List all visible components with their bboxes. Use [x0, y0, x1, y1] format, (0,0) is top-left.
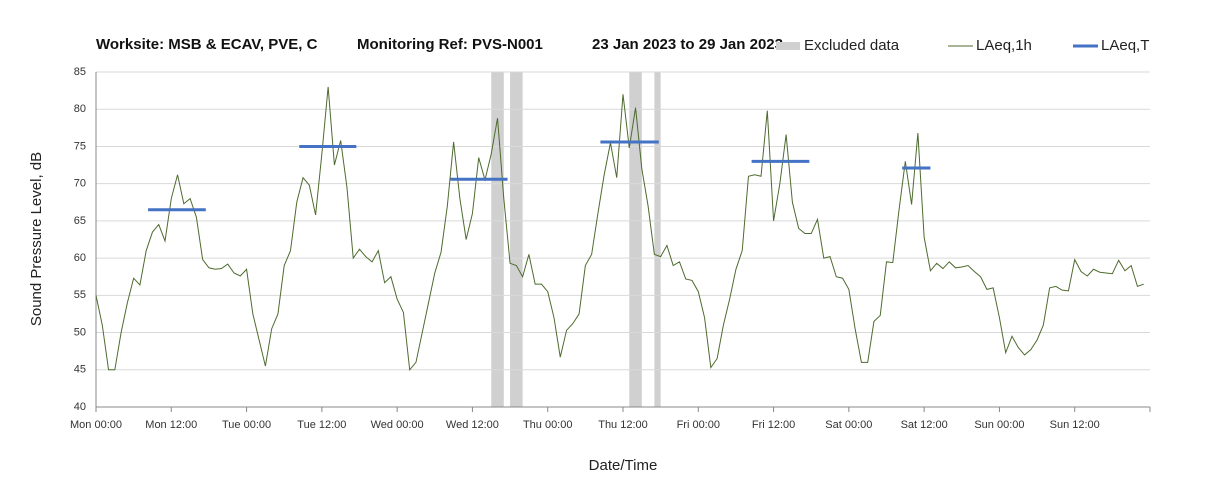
y-tick-label: 75: [74, 140, 86, 152]
x-tick-label: Tue 00:00: [222, 419, 271, 431]
x-tick-label: Thu 12:00: [598, 419, 648, 431]
y-tick-label: 85: [74, 66, 86, 78]
x-tick-label: Wed 00:00: [371, 419, 424, 431]
y-tick-label: 55: [74, 289, 86, 301]
x-tick-label: Sat 12:00: [901, 419, 948, 431]
x-tick-label: Sat 00:00: [825, 419, 872, 431]
excluded-band: [654, 72, 661, 407]
chart-title: Worksite: MSB & ECAV, PVE, C: [96, 36, 318, 53]
x-tick-label: Sun 00:00: [974, 419, 1024, 431]
legend-label: LAeq,T: [1101, 37, 1149, 54]
line-series: [95, 86, 1144, 371]
x-tick-label: Sun 12:00: [1050, 419, 1100, 431]
excluded-band: [510, 72, 523, 407]
x-tick-label: Wed 12:00: [446, 419, 499, 431]
x-tick-label: Tue 12:00: [297, 419, 346, 431]
chart-period: 23 Jan 2023 to 29 Jan 2023: [592, 36, 783, 53]
x-tick-label: Thu 00:00: [523, 419, 573, 431]
x-tick-label: Mon 00:00: [70, 419, 122, 431]
x-tick-label: Fri 12:00: [752, 419, 795, 431]
y-tick-label: 40: [74, 401, 86, 413]
y-tick-label: 80: [74, 103, 86, 115]
y-tick-label: 45: [74, 364, 86, 376]
y-tick-label: 60: [74, 252, 86, 264]
y-tick-label: 70: [74, 178, 86, 190]
x-tick-label: Fri 00:00: [677, 419, 720, 431]
x-tick-label: Mon 12:00: [145, 419, 197, 431]
excluded-band: [629, 72, 642, 407]
chart-subtitle: Monitoring Ref: PVS-N001: [357, 36, 543, 53]
y-tick-label: 65: [74, 215, 86, 227]
y-tick-label: 50: [74, 326, 86, 338]
x-axis-label: Date/Time: [589, 457, 658, 474]
y-axis-label: Sound Pressure Level, dB: [28, 152, 45, 326]
legend-label: LAeq,1h: [976, 37, 1032, 54]
legend-label: Excluded data: [804, 37, 900, 54]
legend-swatch: [776, 42, 800, 50]
